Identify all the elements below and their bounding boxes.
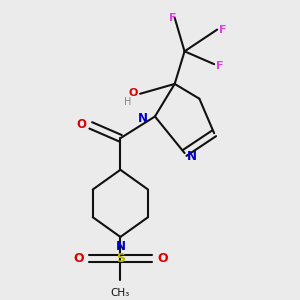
Text: N: N	[138, 112, 148, 125]
Text: H: H	[124, 97, 131, 107]
Text: F: F	[169, 13, 176, 23]
Text: CH₃: CH₃	[111, 288, 130, 298]
Text: O: O	[73, 252, 84, 265]
Text: N: N	[187, 151, 196, 164]
Text: O: O	[157, 252, 167, 265]
Text: O: O	[77, 118, 87, 131]
Text: S: S	[116, 252, 125, 265]
Text: O: O	[129, 88, 138, 98]
Text: F: F	[219, 25, 226, 34]
Text: F: F	[216, 61, 224, 71]
Text: N: N	[116, 240, 125, 253]
